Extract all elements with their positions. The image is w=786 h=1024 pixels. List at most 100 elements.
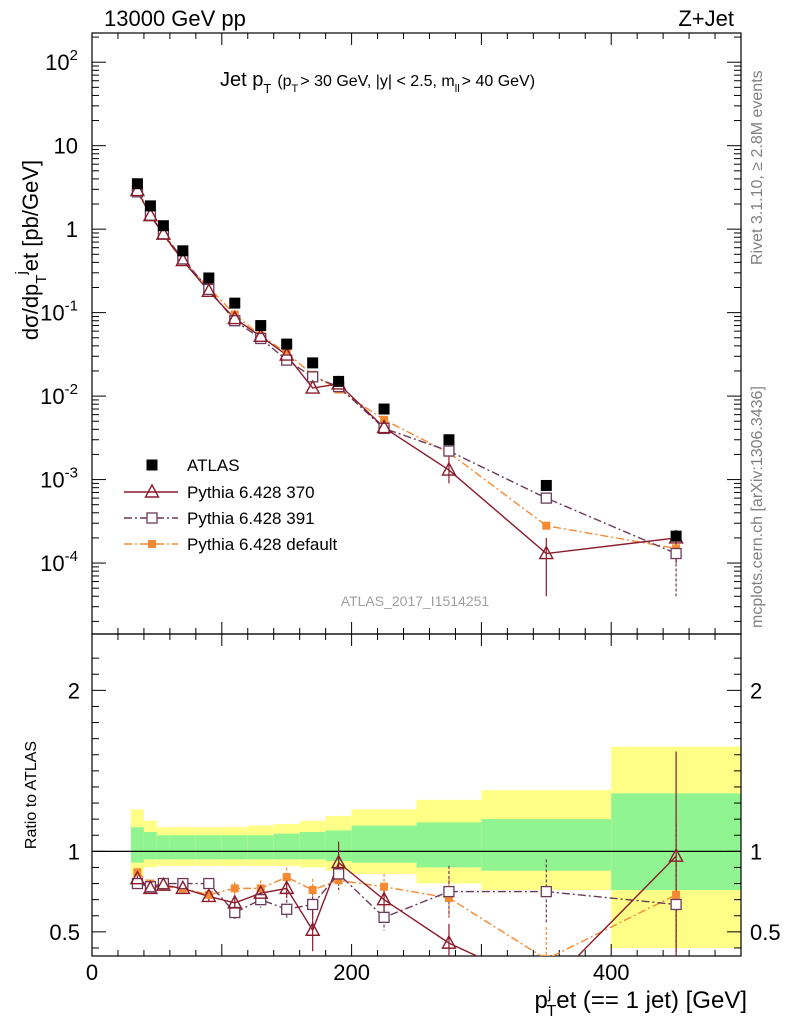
data-point: [201, 282, 217, 298]
data-point: [540, 479, 552, 491]
ratio-point: [672, 890, 681, 899]
ratio-line-2: [137, 872, 677, 919]
data-point: [670, 530, 682, 542]
main-panel: 10-4 10-3 10-2 10-1 1 10 102 dσ/dpTjet [pb/GeV]…: [13, 32, 742, 635]
ratio-point: [230, 884, 239, 893]
ratio-point: [443, 885, 455, 898]
ratio-point: [378, 911, 390, 924]
band-green: [143, 832, 157, 860]
legend-marker: [146, 512, 158, 524]
data-point: [376, 419, 392, 434]
band-green: [169, 835, 196, 860]
ratio-point: [542, 955, 551, 956]
ratio-point: [334, 876, 343, 885]
data-point: [279, 346, 295, 361]
data-point: [281, 338, 293, 350]
ratio-point: [177, 877, 189, 890]
ratio-point: [282, 873, 291, 882]
data-point: [542, 521, 551, 530]
ratio-point: [255, 894, 267, 906]
ratio-point: [155, 876, 172, 891]
ratio-point: [229, 906, 241, 919]
ratio-point: [175, 879, 191, 895]
data-point: [203, 272, 215, 284]
data-point: [282, 348, 291, 357]
chart-title: Jet pT (pT > 30 GeV, |y| < 2.5, mll > 40 Ge…: [220, 69, 535, 96]
data-point: [155, 225, 172, 240]
band-green: [416, 822, 482, 868]
data-point: [333, 375, 345, 387]
ratio-point: [204, 890, 213, 899]
data-point: [131, 178, 143, 190]
y-tick-label: 10: [54, 134, 78, 159]
ratio-point: [670, 898, 682, 911]
side-label-mcplots: mcplots.cern.ch [arXiv:1306.3436]: [749, 386, 766, 628]
ratio-point: [281, 903, 293, 915]
ratio-point: [444, 894, 453, 903]
data-point: [540, 492, 552, 504]
header-left: 13000 GeV pp: [104, 6, 246, 31]
legend: ATLAS Pythia 6.428 370 Pythia 6.428 391 Pyt…: [124, 456, 338, 554]
legend-marker: [146, 459, 158, 471]
y-tick-label: 1: [66, 217, 78, 242]
band-green: [351, 825, 417, 863]
ratio-y-tick-label-right: 0.5: [750, 920, 781, 945]
data-point: [177, 245, 189, 257]
data-point: [443, 445, 455, 457]
ratio-y-tick-label: 2: [68, 678, 80, 703]
data-point: [227, 310, 243, 325]
legend-marker: [144, 483, 160, 498]
legend-label: Pythia 6.428 370: [187, 483, 315, 502]
band-green: [156, 835, 170, 860]
data-point: [378, 403, 390, 415]
ratio-point: [203, 877, 215, 890]
ratio-point: [279, 879, 295, 895]
ratio-point: [540, 885, 552, 898]
ratio-y-axis-label: Ratio to ATLAS: [23, 741, 40, 849]
ratio-point: [129, 870, 146, 885]
ratio-y-tick-label-right: 1: [750, 839, 762, 864]
x-tick-label: 400: [593, 960, 630, 985]
ratio-point: [668, 847, 684, 862]
data-point: [538, 545, 554, 560]
data-point: [157, 220, 169, 232]
x-tick-label: 0: [86, 960, 98, 985]
ratio-point: [227, 894, 243, 909]
data-point: [441, 461, 457, 476]
ratio-y-tick-label-right: 2: [750, 678, 762, 703]
main-series: [129, 178, 684, 597]
ratio-y-tick-label: 0.5: [49, 920, 80, 945]
ratio-y-tick-label: 1: [68, 839, 80, 864]
legend-label: Pythia 6.428 391: [187, 509, 315, 528]
ratio-point: [201, 887, 217, 903]
band-green: [221, 835, 248, 860]
ratio-point: [332, 868, 345, 880]
band-green: [299, 832, 326, 860]
y-axis-label: dσ/dpTjet [pb/GeV]: [13, 160, 50, 340]
data-point: [129, 182, 146, 197]
ratio-frame: [91, 633, 742, 957]
ratio-point: [441, 934, 457, 949]
ratio-panel: 0 200 400 0.5 0.5 1 1 2 2 Ratio to ATLAS pj Tet (==…: [23, 33, 781, 1020]
ratio-series: [129, 751, 684, 956]
ratio-point: [376, 891, 392, 906]
data-point: [229, 297, 241, 309]
data-point: [304, 379, 321, 394]
band-green: [247, 835, 274, 860]
ratio-point: [142, 879, 159, 895]
y-tick-label: 10-2: [40, 381, 78, 409]
ratio-point: [253, 884, 269, 899]
data-point: [175, 252, 191, 267]
y-tick-label: 10-1: [40, 298, 78, 326]
ratio-point: [330, 854, 347, 869]
legend-label: ATLAS: [187, 456, 240, 475]
ratio-point: [380, 882, 389, 891]
data-point: [142, 207, 159, 222]
x-axis-label: pj Tet (== 1 jet) [GeV]: [535, 985, 747, 1020]
band-green: [273, 833, 300, 860]
x-tick-label: 200: [333, 960, 370, 985]
y-tick-label: 10-4: [40, 548, 78, 576]
side-label-rivet: Rivet 3.1.10, ≥ 2.8M events: [749, 70, 766, 265]
data-point: [443, 434, 455, 446]
